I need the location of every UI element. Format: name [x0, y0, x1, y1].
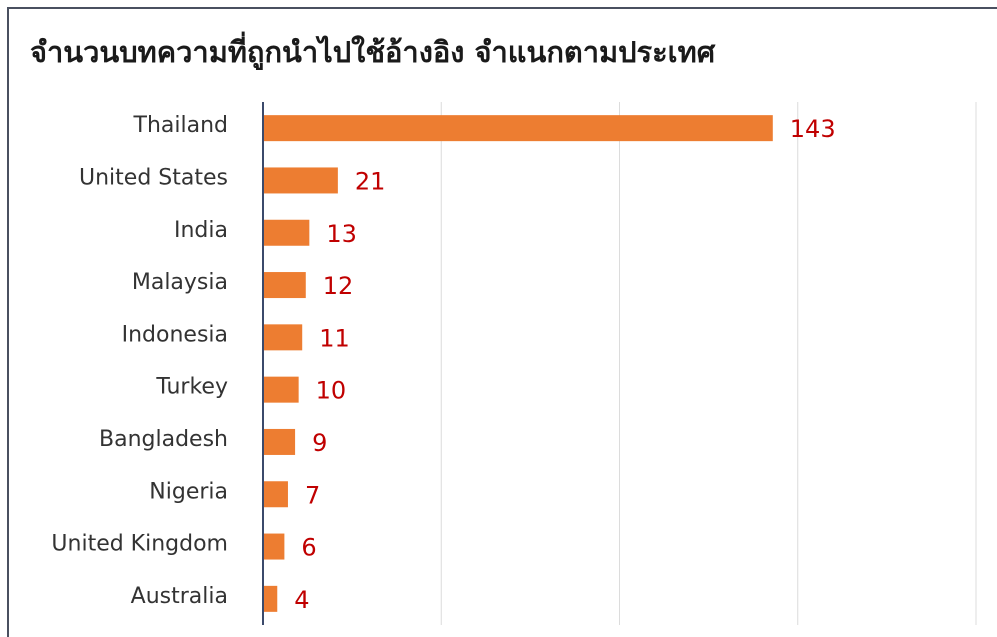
bar	[263, 376, 299, 403]
bar	[263, 167, 338, 194]
bar	[263, 272, 306, 299]
y-tick-label: Malaysia	[132, 270, 228, 295]
frame	[7, 7, 997, 637]
y-tick-label: Turkey	[155, 375, 228, 400]
bar	[263, 115, 773, 142]
value-label: 4	[294, 586, 309, 614]
y-tick-label: Thailand	[133, 113, 228, 138]
y-tick-label: India	[174, 218, 228, 243]
bar	[263, 481, 288, 508]
bar	[263, 585, 278, 612]
bar	[263, 219, 310, 246]
bar	[263, 324, 303, 351]
value-label: 7	[305, 481, 320, 509]
value-label: 12	[323, 272, 354, 300]
value-label: 21	[355, 167, 386, 195]
value-label: 13	[326, 220, 357, 248]
value-label: 11	[319, 324, 350, 352]
value-label: 10	[316, 377, 347, 405]
chart-title: จำนวนบทความที่ถูกนำไปใช้อ้างอิง จำแนกตาม…	[30, 31, 716, 70]
y-tick-label: Nigeria	[149, 479, 228, 504]
bar	[263, 428, 296, 455]
y-tick-label: Indonesia	[122, 322, 228, 347]
y-tick-label: Bangladesh	[99, 427, 228, 452]
y-tick-label: United States	[79, 165, 228, 190]
bar	[263, 533, 285, 560]
value-label: 6	[301, 534, 316, 562]
value-label: 9	[312, 429, 327, 457]
y-tick-label: United Kingdom	[51, 532, 228, 557]
y-tick-label: Australia	[131, 584, 228, 609]
value-label: 143	[790, 115, 836, 143]
